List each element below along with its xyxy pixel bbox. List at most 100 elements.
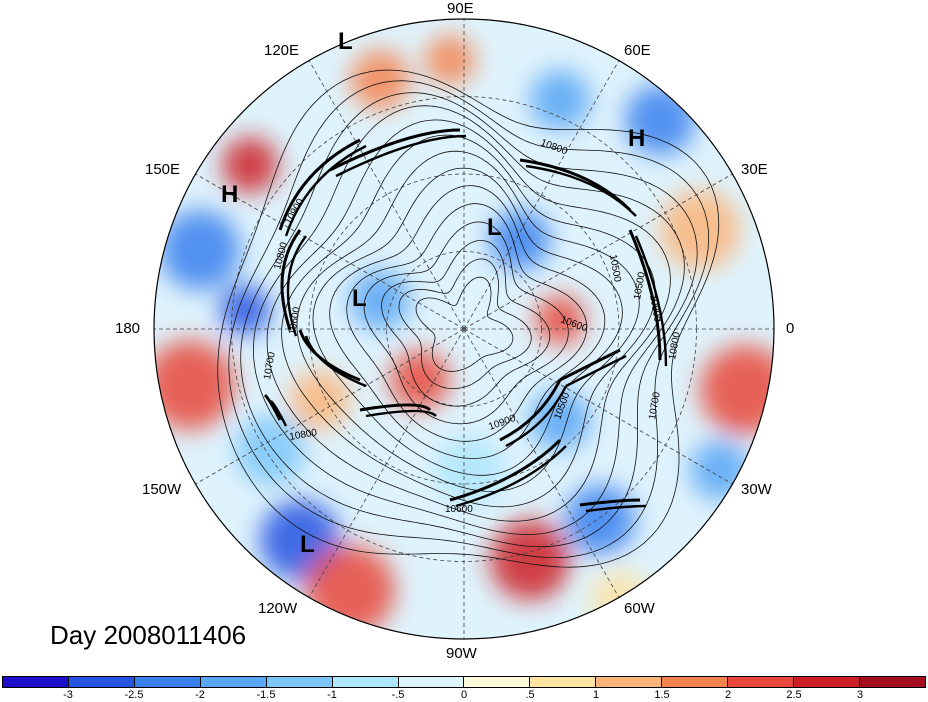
colorbar-tick-label: 1.5 xyxy=(654,689,670,701)
meridian-line xyxy=(463,328,620,598)
contour-label: 10600 xyxy=(287,306,303,336)
colorbar-tick-label: -3 xyxy=(63,689,73,701)
contour-label: 10800 xyxy=(289,427,319,443)
jet-contour xyxy=(499,379,562,442)
lon-label-90w: 90W xyxy=(446,645,477,662)
colorbar-cell xyxy=(398,677,465,687)
anomaly-blob xyxy=(305,545,395,635)
jet-contour xyxy=(628,229,662,361)
lon-label-30e: 30E xyxy=(741,161,768,178)
jet-contour xyxy=(329,128,461,172)
lon-label-120w: 120W xyxy=(258,600,298,617)
map-boundary xyxy=(153,18,775,640)
contour-label: 10800 xyxy=(647,294,663,324)
high-center-marker: H xyxy=(221,181,239,208)
colorbar-cell xyxy=(332,677,399,687)
colorbar-tick-label: 1 xyxy=(592,689,600,701)
low-center-marker: L xyxy=(338,28,353,55)
anomaly-blob xyxy=(350,50,410,110)
anomaly-blob xyxy=(154,340,235,430)
jet-stream-contours xyxy=(263,128,668,513)
colorbar-tick-label: -1 xyxy=(327,689,337,701)
anomaly-blob xyxy=(530,70,590,130)
high-center-marker: H xyxy=(628,125,646,152)
height-contour xyxy=(398,258,532,389)
height-contour xyxy=(296,150,640,492)
jet-contour xyxy=(634,235,668,367)
height-contour xyxy=(266,119,671,522)
jet-contour xyxy=(270,400,288,427)
colorbar-cell xyxy=(134,677,201,687)
anomaly-blob xyxy=(425,35,475,85)
height-contour xyxy=(312,167,623,476)
jet-contour xyxy=(449,438,562,502)
colorbar-ticks: -3 -2.5 -2 -1.5 -1 -.5 0 .5 1 1.5 2 2.5 3 xyxy=(2,689,926,702)
jet-contour xyxy=(286,235,307,337)
jet-contour xyxy=(359,403,432,412)
colorbar-tick-label: -2.5 xyxy=(124,689,144,701)
contour-label: 10700 xyxy=(262,351,278,381)
colorbar-cell xyxy=(662,677,729,687)
colorbar xyxy=(2,676,926,688)
colorbar-tick-label: 2 xyxy=(724,689,732,701)
colorbar-cell xyxy=(68,677,135,687)
colorbar-cell xyxy=(530,677,597,687)
contour-label: 10700 xyxy=(647,391,663,421)
height-contour xyxy=(363,221,569,425)
jet-contour xyxy=(455,445,567,508)
jet-contour xyxy=(284,144,367,237)
height-contour xyxy=(329,185,606,460)
lon-label-150w: 150W xyxy=(142,481,182,498)
colorbar-cell xyxy=(596,677,663,687)
colorbar-cell xyxy=(3,677,69,687)
anomaly-blob xyxy=(535,295,585,345)
colorbar-cell xyxy=(859,677,925,687)
height-contour xyxy=(381,240,551,407)
jet-contour xyxy=(335,134,467,178)
jet-contour xyxy=(585,504,647,513)
anomaly-blob xyxy=(565,485,635,555)
colorbar-cell xyxy=(464,677,531,687)
contour-label: 10500 xyxy=(607,254,623,284)
colorbar-cell xyxy=(794,677,860,687)
low-center-marker: L xyxy=(352,285,367,312)
jet-contour xyxy=(525,164,637,217)
height-contour xyxy=(217,69,720,568)
colorbar-cell xyxy=(200,677,267,687)
meridian-line xyxy=(195,173,465,330)
contour-label: 10600 xyxy=(445,504,473,515)
lon-label-180: 180 xyxy=(115,320,141,337)
meridian-line xyxy=(463,328,733,485)
jet-contour xyxy=(304,335,367,388)
anomaly-blob xyxy=(235,415,305,485)
colorbar-cell xyxy=(728,677,795,687)
height-contour xyxy=(252,105,685,535)
anomaly-blob xyxy=(222,137,278,193)
height-contour xyxy=(415,276,514,372)
anomaly-blob xyxy=(390,350,450,410)
colorbar-tick-label: .5 xyxy=(525,689,535,701)
height-contours xyxy=(217,69,720,568)
anomaly-blob xyxy=(700,345,774,435)
meridian-line xyxy=(308,60,465,330)
lon-label-90e: 90E xyxy=(447,0,474,17)
colorbar-tick-label: 3 xyxy=(856,689,864,701)
low-center-marker: L xyxy=(487,214,502,241)
colorbar-tick-label: -2 xyxy=(195,689,205,701)
lon-label-60e: 60E xyxy=(624,42,651,59)
height-contour xyxy=(281,134,656,508)
jet-contour xyxy=(565,354,627,388)
jet-contour xyxy=(579,498,641,507)
colorbar-tick-label: 0 xyxy=(460,689,468,701)
lon-label-30w: 30W xyxy=(741,481,772,498)
jet-contour xyxy=(365,409,437,418)
contour-label: 10800 xyxy=(667,331,683,361)
anomaly-blob xyxy=(660,190,740,270)
colorbar-tick-label: 2.5 xyxy=(786,689,802,701)
lon-label-60w: 60W xyxy=(624,600,655,617)
low-center-marker: L xyxy=(300,531,315,558)
colorbar-cell xyxy=(266,677,333,687)
day-label: Day 2008011406 xyxy=(50,620,247,650)
jet-contour xyxy=(278,138,361,231)
